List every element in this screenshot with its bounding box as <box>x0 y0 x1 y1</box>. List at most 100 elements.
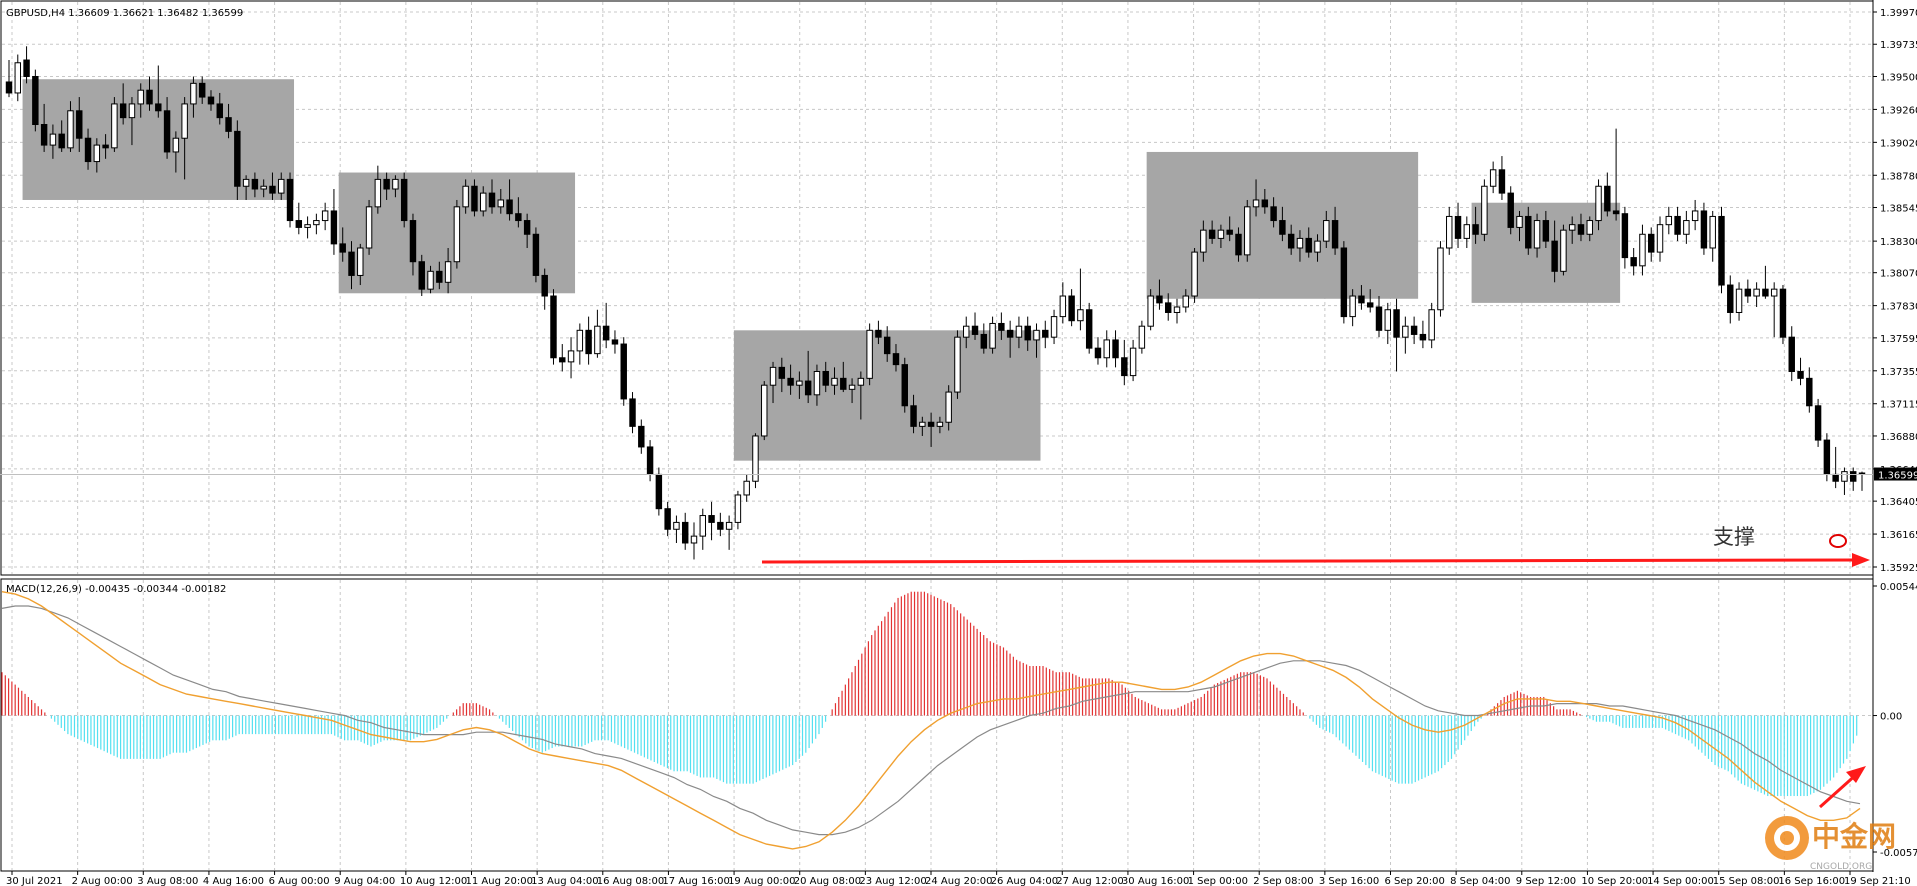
candle <box>1182 289 1190 313</box>
candle <box>857 371 865 420</box>
macd-tick-label: 0.00544 <box>1880 582 1917 593</box>
candle <box>1612 128 1620 221</box>
time-tick-label: 26 Aug 04:00 <box>991 876 1058 886</box>
candle <box>1402 316 1409 354</box>
candle <box>769 361 777 404</box>
candle <box>1551 220 1558 283</box>
time-tick-label: 24 Aug 20:00 <box>925 876 992 886</box>
time-tick-label: 23 Aug 12:00 <box>859 876 926 886</box>
macd-indicator <box>1 591 1872 850</box>
candle <box>611 330 619 354</box>
candle <box>998 312 1005 340</box>
candle <box>1094 337 1102 365</box>
candle <box>761 381 768 441</box>
candle <box>1393 298 1400 372</box>
candle <box>488 179 496 214</box>
time-tick-label: 11 Aug 20:00 <box>466 876 533 886</box>
candle <box>1156 279 1163 310</box>
candle <box>225 103 232 139</box>
price-tick-label: 1.38545 <box>1880 204 1917 215</box>
candle <box>365 199 373 255</box>
candle <box>1639 224 1646 276</box>
candle <box>963 316 970 349</box>
candle <box>1059 282 1067 324</box>
candle <box>1244 199 1251 262</box>
time-tick-label: 8 Sep 04:00 <box>1450 876 1510 886</box>
candle <box>919 416 926 436</box>
candle <box>848 378 856 404</box>
candle <box>954 330 961 399</box>
candle <box>1762 265 1769 299</box>
price-tick-label: 1.36165 <box>1880 530 1917 541</box>
candle <box>1463 216 1471 248</box>
candle <box>1577 213 1585 242</box>
candle <box>278 172 285 200</box>
candle <box>436 261 443 290</box>
candle <box>725 515 733 550</box>
price-tick-label: 1.39260 <box>1880 105 1917 116</box>
candle <box>1472 206 1479 244</box>
candle <box>585 316 592 365</box>
price-tick-label: 1.36405 <box>1880 497 1917 508</box>
candle <box>1700 202 1708 255</box>
candle <box>664 501 671 537</box>
candle <box>971 312 979 340</box>
time-tick-label: 30 Jul 2021 <box>6 876 63 886</box>
price-tick-label: 1.35925 <box>1880 563 1917 574</box>
time-tick-label: 20 Aug 08:00 <box>794 876 861 886</box>
candle <box>1454 202 1462 248</box>
candle <box>1481 179 1488 242</box>
macd-tick-label: -0.00573 <box>1880 848 1917 859</box>
candle <box>198 76 206 104</box>
candle <box>1217 224 1225 248</box>
candles <box>5 46 1866 560</box>
candle <box>1410 316 1418 345</box>
candle <box>1648 227 1655 262</box>
time-tick-label: 2 Sep 08:00 <box>1253 876 1313 886</box>
candle <box>313 213 320 235</box>
macd-header: MACD(12,26,9) -0.00435 -0.00344 -0.00182 <box>6 584 226 595</box>
candle <box>901 357 908 413</box>
price-axis: 1.39970 1.39735 1.39500 1.39260 1.39020 1.387… <box>1873 8 1917 574</box>
candle <box>1779 285 1787 345</box>
macd-signal-line <box>1 605 1861 836</box>
candle <box>743 474 750 502</box>
candle <box>111 97 118 152</box>
candle <box>321 202 329 231</box>
candle <box>260 179 267 198</box>
watermark-name: 中金网 <box>1812 820 1896 853</box>
candle <box>444 247 452 294</box>
price-tick-label: 1.37115 <box>1880 400 1917 411</box>
candle <box>541 268 548 310</box>
candle <box>1235 227 1242 262</box>
candle <box>67 101 74 152</box>
candle <box>804 350 812 404</box>
candle <box>717 512 724 537</box>
candle <box>1340 241 1348 324</box>
candle <box>163 97 171 159</box>
candle <box>58 120 65 152</box>
candle <box>1015 316 1023 349</box>
support-arrow <box>761 553 1870 567</box>
candle <box>93 138 101 173</box>
current-price-marker <box>1874 467 1917 481</box>
time-tick-label: 17 Aug 16:00 <box>662 876 729 886</box>
macd-histogram <box>1 591 1858 797</box>
candle <box>1358 285 1365 310</box>
candle <box>1366 289 1374 313</box>
candle <box>49 124 57 159</box>
grid <box>2 2 1872 870</box>
candle <box>453 199 461 269</box>
candle <box>1349 289 1356 327</box>
candle <box>778 357 786 393</box>
price-tick-label: 1.36880 <box>1880 432 1917 443</box>
candle <box>1542 210 1550 248</box>
candle <box>559 344 566 372</box>
macd-tick-label: 0.00 <box>1880 712 1902 723</box>
candle <box>400 172 408 228</box>
price-tick-label: 1.39970 <box>1880 8 1917 19</box>
candle <box>409 213 417 276</box>
candle <box>1165 293 1172 321</box>
candle <box>462 179 469 214</box>
candle <box>813 364 821 406</box>
